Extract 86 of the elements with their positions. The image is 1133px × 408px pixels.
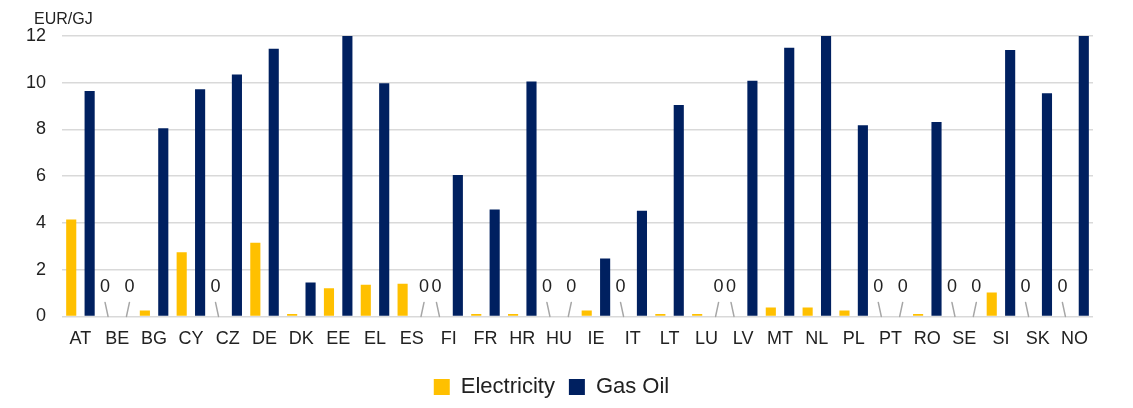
data-label: 0 — [124, 276, 135, 297]
bar — [1078, 36, 1089, 316]
bar — [250, 242, 261, 316]
x-tick-label: EL — [363, 328, 387, 349]
x-tick-label: CY — [178, 328, 204, 349]
x-tick-label: LU — [694, 328, 718, 349]
bar — [1005, 50, 1016, 316]
bar — [600, 258, 611, 316]
y-tick-label: 10 — [25, 71, 47, 92]
data-label: 0 — [897, 276, 908, 297]
x-tick-label: IE — [587, 328, 605, 349]
x-tick-label: IT — [624, 328, 641, 349]
y-tick-label: 6 — [36, 165, 47, 186]
data-label: 0 — [713, 276, 724, 297]
bar — [747, 80, 758, 316]
x-tick-label: ES — [399, 328, 424, 349]
x-tick-label: SK — [1025, 328, 1050, 349]
bar — [636, 210, 648, 316]
bar — [268, 48, 279, 316]
data-label: 0 — [1057, 276, 1068, 297]
x-tick-label: HR — [509, 328, 536, 349]
bar — [673, 104, 684, 316]
bar — [931, 121, 942, 316]
bar — [360, 284, 371, 316]
x-tick-label: BE — [105, 328, 130, 349]
x-tick-label: AT — [69, 328, 92, 349]
x-tick-label: MT — [767, 328, 794, 349]
x-tick-label: PL — [842, 328, 865, 349]
bar — [857, 125, 868, 316]
data-label: 0 — [1020, 276, 1031, 297]
x-tick-label: SI — [992, 328, 1010, 349]
bar — [581, 310, 592, 316]
bar — [452, 175, 463, 316]
bar — [820, 36, 832, 316]
y-tick-label: 0 — [36, 305, 47, 326]
bar — [231, 74, 242, 316]
x-tick-label: LT — [659, 328, 680, 349]
data-label: 0 — [873, 276, 884, 297]
x-tick-label: SE — [952, 328, 977, 349]
data-label: 0 — [541, 276, 552, 297]
y-tick-label: 2 — [36, 258, 47, 279]
data-label: 0 — [615, 276, 626, 297]
x-tick-label: HU — [546, 328, 573, 349]
bar — [765, 307, 776, 316]
bar — [195, 89, 206, 316]
x-tick-label: NO — [1061, 328, 1089, 349]
x-tick-label: NL — [805, 328, 829, 349]
bar — [66, 219, 77, 316]
x-tick-label: RO — [913, 328, 941, 349]
x-tick-label: DK — [288, 328, 314, 349]
bar — [379, 83, 390, 316]
bar — [323, 288, 335, 316]
data-label: 0 — [725, 276, 737, 297]
x-tick-label: PT — [878, 328, 902, 349]
bar — [839, 310, 850, 316]
x-tick-label: FR — [473, 328, 498, 349]
x-tick-label: EE — [326, 328, 351, 349]
data-label: 0 — [100, 276, 111, 297]
y-tick-label: 8 — [36, 118, 47, 139]
bar — [158, 128, 169, 316]
bar — [784, 47, 795, 316]
bar — [84, 90, 95, 316]
x-tick-label: LV — [732, 328, 754, 349]
x-tick-label: DE — [252, 328, 278, 349]
bar — [802, 307, 813, 316]
bar — [526, 81, 537, 316]
bar — [1041, 93, 1053, 316]
data-label: 0 — [210, 276, 221, 297]
x-tick-label: CZ — [215, 328, 240, 349]
legend-label: Electricity — [460, 373, 555, 399]
bar — [489, 209, 500, 316]
bar — [305, 282, 316, 316]
y-tick-label: 4 — [36, 211, 47, 232]
data-label: 0 — [566, 276, 577, 297]
data-label: 0 — [946, 276, 957, 297]
x-tick-label: BG — [141, 328, 168, 349]
data-label: 0 — [419, 276, 430, 297]
bar — [986, 292, 997, 316]
legend-label: Gas Oil — [595, 373, 670, 399]
x-tick-label: FI — [440, 328, 457, 349]
data-label: 0 — [431, 276, 442, 297]
bar — [397, 283, 408, 316]
data-label: 0 — [971, 276, 982, 297]
bar — [342, 36, 353, 316]
bar — [139, 310, 150, 316]
bar — [176, 252, 187, 316]
